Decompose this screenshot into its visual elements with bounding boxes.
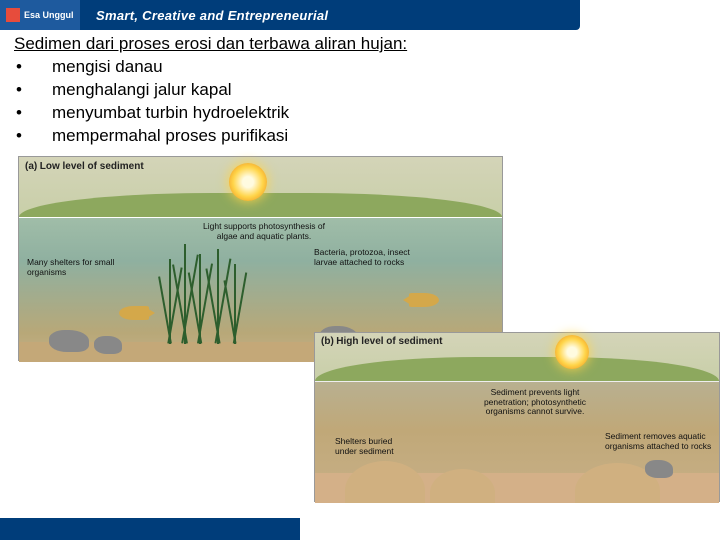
aquatic-plant-icon	[169, 259, 171, 344]
sun-icon	[555, 335, 589, 369]
hills-icon	[315, 357, 719, 381]
logo-text: Esa Unggul	[24, 11, 74, 20]
logo-star-icon	[6, 8, 20, 22]
label-removes: Sediment removes aquatic organisms attac…	[605, 432, 715, 452]
rock-icon	[49, 330, 89, 352]
slide-content: Sedimen dari proses erosi dan terbawa al…	[0, 30, 720, 148]
footer-bar	[0, 518, 300, 540]
caption-b: (b) High level of sediment	[321, 336, 442, 348]
label-prevents: Sediment prevents light penetration; pho…	[470, 388, 600, 417]
water-region: Sediment prevents light penetration; pho…	[315, 381, 719, 503]
sky-region: (b) High level of sediment	[315, 333, 719, 381]
fish-icon	[409, 293, 439, 307]
sun-icon	[229, 163, 267, 201]
header-bar: Esa Unggul Smart, Creative and Entrepren…	[0, 0, 580, 30]
rock-icon	[94, 336, 122, 354]
tagline: Smart, Creative and Entrepreneurial	[96, 8, 328, 23]
logo: Esa Unggul	[0, 0, 80, 30]
list-item: •menyumbat turbin hydroelektrik	[16, 102, 706, 125]
aquatic-plant-icon	[217, 249, 219, 344]
label-light: Light supports photosynthesis of algae a…	[199, 222, 329, 242]
list-item: •mengisi danau	[16, 56, 706, 79]
aquatic-plant-icon	[184, 244, 186, 344]
sky-region: (a) Low level of sediment	[19, 157, 502, 217]
rock-icon	[645, 460, 673, 478]
diagram-high-sediment: (b) High level of sediment Sediment prev…	[314, 332, 720, 502]
bullet-list: •mengisi danau •menghalangi jalur kapal …	[16, 56, 706, 148]
diagram-low-sediment: (a) Low level of sediment Light supports…	[18, 156, 503, 361]
fish-icon	[119, 306, 149, 320]
list-item: •mempermahal proses purifikasi	[16, 125, 706, 148]
hills-icon	[19, 193, 502, 217]
label-buried: Shelters buried under sediment	[335, 437, 410, 457]
label-bacteria: Bacteria, protozoa, insect larvae attach…	[314, 248, 424, 268]
sediment-mound-icon	[345, 461, 425, 503]
aquatic-plant-icon	[234, 264, 236, 344]
label-shelters: Many shelters for small organisms	[27, 258, 117, 278]
caption-a: (a) Low level of sediment	[25, 161, 144, 173]
slide-title: Sedimen dari proses erosi dan terbawa al…	[14, 34, 706, 54]
list-item: •menghalangi jalur kapal	[16, 79, 706, 102]
aquatic-plant-icon	[199, 254, 201, 344]
